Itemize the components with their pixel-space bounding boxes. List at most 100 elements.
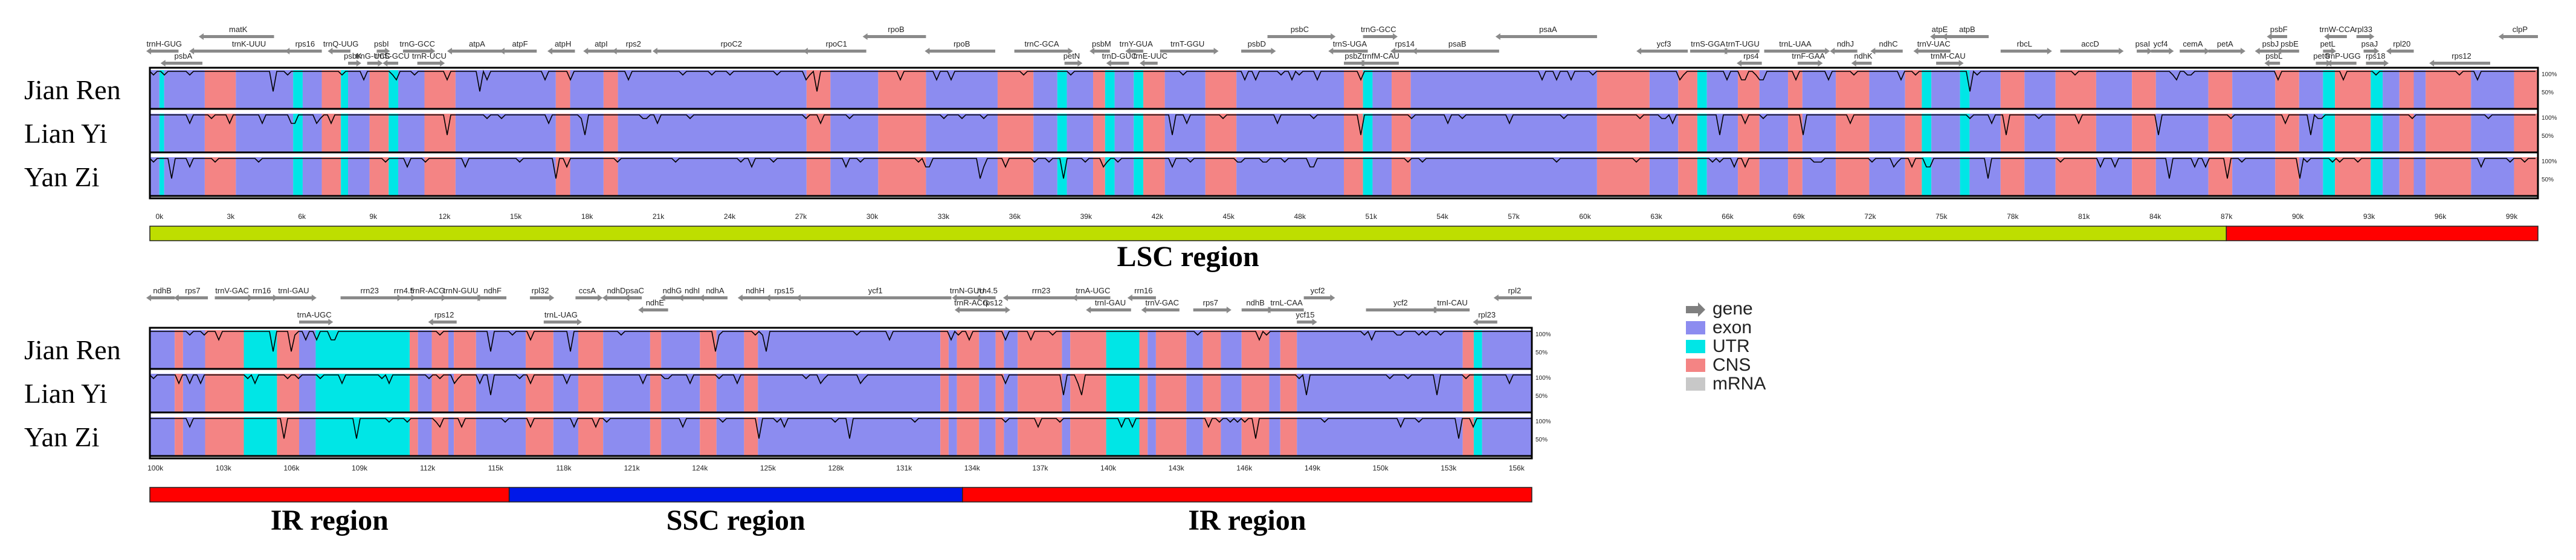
gene-label: trnI-GAU (278, 286, 309, 295)
segment-cns (409, 374, 418, 412)
gene-arrow-head (499, 48, 505, 54)
segment-exon (570, 70, 604, 109)
segment-exon (603, 417, 650, 456)
segment-exon (1004, 374, 1018, 412)
segment-exon (758, 374, 941, 412)
gene-arrow-head (1830, 48, 1835, 54)
gene-trnc-gca: trnC-GCA (1014, 39, 1073, 54)
gene-psbm: psbM (1089, 39, 1111, 54)
gene-arrow-shaft (682, 296, 703, 299)
segment-exon (1067, 114, 1094, 152)
gene-arrow-head (1265, 307, 1271, 313)
segment-cns (2055, 114, 2096, 152)
gene-rps12: rps12 (2429, 51, 2490, 67)
segment-cns (1280, 330, 1297, 369)
segment-utr (1922, 114, 1932, 152)
segment-exon (476, 330, 526, 369)
gene-arrow-shaft (866, 35, 926, 38)
gene-arrow-head (1125, 48, 1131, 54)
tick-label: 137k (1032, 464, 1048, 472)
segment-exon (2155, 114, 2209, 152)
segment-exon (302, 70, 322, 109)
segment-exon (926, 114, 998, 152)
segment-cns (1462, 374, 1474, 412)
gene-arrow-head (975, 295, 981, 301)
segment-exon (1759, 157, 1789, 196)
segment-utr (293, 114, 303, 152)
gene-arrow-head (802, 48, 808, 54)
segment-cns (1202, 374, 1221, 412)
segment-cns (1143, 157, 1165, 196)
segment-utr (1697, 70, 1707, 109)
gene-psbi: psbI (374, 39, 390, 54)
segment-utr (244, 374, 277, 412)
segment-cns (2132, 157, 2156, 196)
segment-exon (2232, 114, 2276, 152)
gene-arrow-shaft (2208, 50, 2242, 53)
gene-rps7: rps7 (173, 286, 208, 301)
gene-rps14: rps14 (1390, 39, 1416, 54)
segment-utr (315, 374, 410, 412)
legend-swatch (1686, 359, 1705, 372)
gene-label: trnG-UCC (356, 51, 391, 60)
segment-exon (1372, 70, 1392, 109)
gene-arrow-shaft (642, 308, 668, 311)
segment-utr (1134, 70, 1144, 109)
segment-cns (650, 330, 662, 369)
segment-exon (948, 374, 957, 412)
sequence-label: Jian Ren (24, 334, 121, 365)
gene-label: trnK-UUU (232, 39, 266, 48)
segment-utr (1960, 157, 1970, 196)
gene-label: rps12 (434, 310, 454, 319)
conservation-trace (149, 374, 1531, 396)
tracks-frame (149, 67, 2539, 200)
segment-cns (700, 374, 717, 412)
segment-exon (2413, 157, 2426, 196)
segment-cns (578, 417, 604, 456)
gene-label: ycf4 (2154, 39, 2168, 48)
segment-exon (302, 157, 322, 196)
gene-arrow-shaft (615, 50, 651, 53)
legend-item-gene: gene (1686, 299, 1753, 319)
gene-arrow-head (2384, 60, 2389, 67)
gene-label: rps12 (2452, 51, 2471, 60)
gene-arrow-shaft (1917, 50, 1951, 53)
segment-cns (1905, 70, 1922, 109)
gene-arrow-shaft (1945, 35, 1989, 38)
segment-exon (2232, 157, 2276, 196)
gene-trna-ugc: trnA-UGC (1072, 286, 1111, 301)
segment-cns (205, 330, 244, 369)
gene-label: ndhA (706, 286, 725, 295)
region-bar-irb (149, 487, 510, 503)
gene-rrn23: rrn23 (340, 286, 402, 301)
segment-exon (418, 374, 432, 412)
segment-cns (2335, 70, 2371, 109)
gene-arrow-head (952, 295, 957, 301)
gene-arrow-head (954, 307, 960, 313)
gene-arrow-shaft (1193, 308, 1228, 311)
gene-label: atpA (469, 39, 485, 48)
segment-exon (979, 374, 996, 412)
tick-label: 118k (556, 464, 572, 472)
gene-rpl33: rpl33 (2355, 25, 2375, 40)
gene-label: trnP-UGG (2326, 51, 2361, 60)
gene-arrow-head (598, 295, 603, 301)
gene-ndhb: ndhB (146, 286, 175, 301)
gene-matk: matK (198, 25, 274, 40)
gene-arrow-shaft (2356, 35, 2371, 38)
segment-exon (553, 330, 578, 369)
segment-utr (1057, 114, 1067, 152)
segment-cns (409, 417, 418, 456)
gene-arrow-shaft (503, 50, 537, 53)
segment-cns (175, 374, 183, 412)
segment-exon (2299, 157, 2323, 196)
gene-rpl32: rpl32 (529, 286, 555, 301)
segment-utr (1363, 114, 1373, 152)
gene-label: rpoB (888, 25, 904, 34)
gene-rps12: rps12 (428, 310, 457, 325)
gene-arrow-head (328, 319, 334, 325)
gene-label: rrn4.5 (394, 286, 415, 295)
gene-arrow-head (2147, 48, 2152, 54)
gene-trnt-ggu: trnT-GGU (1160, 39, 1219, 54)
track-jian-ren: Jian Ren 100% 50% (24, 70, 2557, 110)
